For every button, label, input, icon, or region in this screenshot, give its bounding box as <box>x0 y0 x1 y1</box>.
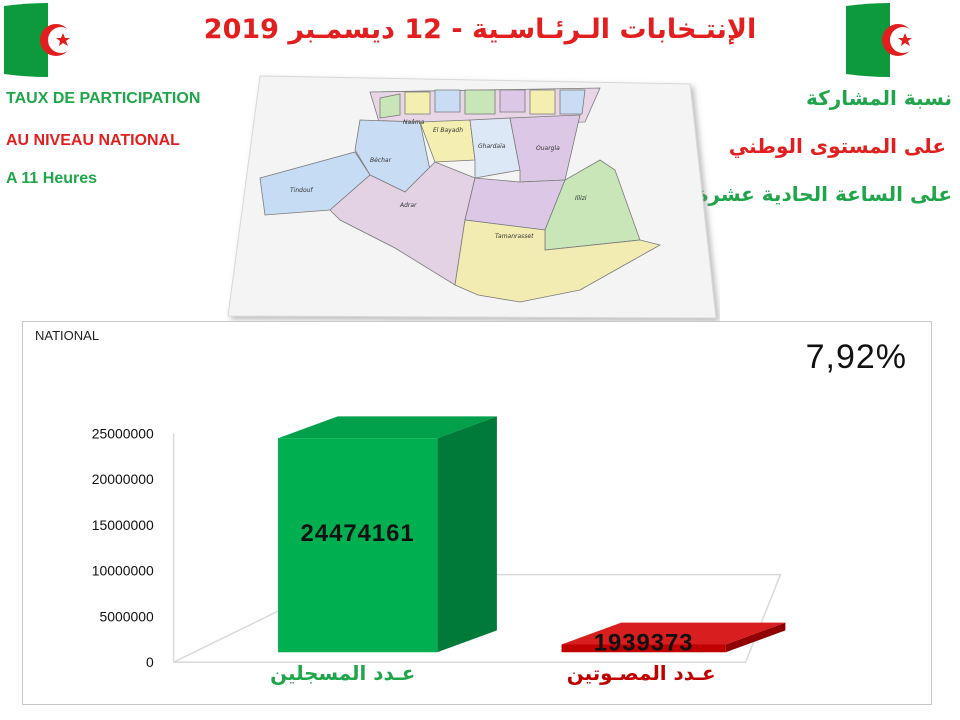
participation-label-ar: نسبة المشاركة <box>805 86 952 110</box>
algeria-flag-icon <box>846 3 934 77</box>
category-label: عـدد المسجلين <box>270 662 415 685</box>
bar <box>561 644 726 653</box>
bar-top <box>561 622 786 645</box>
bar <box>278 438 438 653</box>
page-title: الإنتـخابات الـرئـاسـية - 12 ديسمـبر 201… <box>203 14 757 45</box>
algeria-flag-right <box>842 0 938 80</box>
algeria-flag-icon <box>4 3 92 77</box>
svg-text:Ghardaïa: Ghardaïa <box>478 143 506 150</box>
participation-rate: 7,92% <box>805 338 907 376</box>
svg-text:Tamanrasset: Tamanrasset <box>495 233 534 240</box>
svg-text:Ouargla: Ouargla <box>536 145 560 152</box>
svg-text:Tindouf: Tindouf <box>290 187 313 194</box>
bar-side <box>437 416 497 653</box>
participation-label-fr: TAUX DE PARTICIPATION <box>6 90 201 107</box>
chart-title: NATIONAL <box>35 328 100 343</box>
national-level-label-fr: AU NIVEAU NATIONAL <box>6 132 180 149</box>
algeria-map: El Bayadh Béchar Adrar Ghardaïa Ouargla … <box>220 70 720 322</box>
svg-text:Béchar: Béchar <box>370 157 392 164</box>
y-tick-label: 25000000 <box>92 425 154 441</box>
time-label-fr: A 11 Heures <box>6 170 98 187</box>
y-tick-label: 0 <box>146 654 154 670</box>
svg-text:El Bayadh: El Bayadh <box>433 127 463 134</box>
svg-text:Illizi: Illizi <box>575 195 587 202</box>
svg-text:Naâma: Naâma <box>403 119 425 126</box>
svg-text:Adrar: Adrar <box>399 202 417 209</box>
category-label: عـدد المصـوتين <box>567 662 716 685</box>
y-tick-label: 15000000 <box>92 517 154 533</box>
bar-side <box>725 622 786 653</box>
bar-chart: 0 5000000 10000000 15000000 20000000 25000000… <box>92 416 786 685</box>
bar-value-label: 24474161 <box>301 520 415 547</box>
map-image: El Bayadh Béchar Adrar Ghardaïa Ouargla … <box>227 75 717 319</box>
algeria-flag-left <box>0 0 96 80</box>
y-tick-label: 10000000 <box>92 563 154 579</box>
chart-panel: 0 5000000 10000000 15000000 20000000 25000000… <box>22 321 932 705</box>
y-tick-label: 5000000 <box>100 608 154 624</box>
national-level-label-ar: على المستوى الوطني <box>728 134 946 158</box>
time-label-ar: على الساعة الحادية عشرة <box>696 182 952 206</box>
bar-top <box>278 416 497 439</box>
y-tick-label: 20000000 <box>92 471 154 487</box>
bar-value-label: 1939373 <box>594 629 694 656</box>
